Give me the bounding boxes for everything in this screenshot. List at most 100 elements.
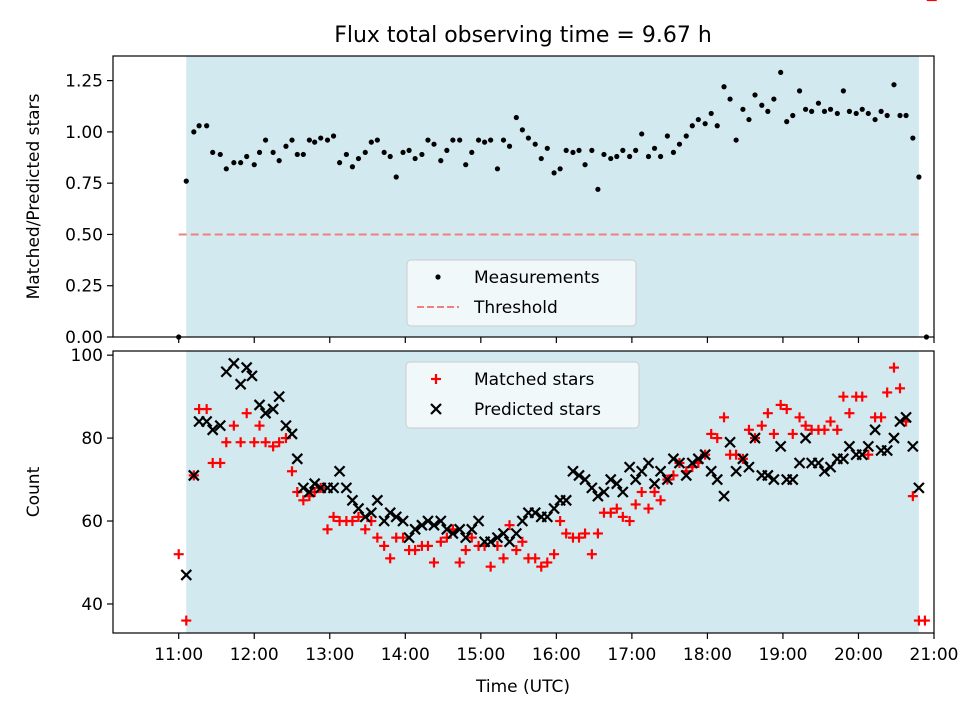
predicted-point <box>327 482 340 494</box>
predicted-point <box>774 440 787 453</box>
measurement-point <box>601 151 607 158</box>
matched-point <box>617 511 628 522</box>
predicted-point <box>346 494 359 507</box>
measurement-point <box>412 155 418 162</box>
measurement-point <box>834 110 840 117</box>
predicted-point <box>799 432 812 444</box>
x-tick-label: 21:00 <box>910 645 959 665</box>
measurement-point <box>595 186 601 192</box>
matched-point <box>454 557 465 568</box>
predicted-point <box>762 469 774 482</box>
measurement-point <box>689 123 695 129</box>
predicted-point <box>188 469 200 482</box>
measurement-point <box>419 151 425 158</box>
measurement-point <box>627 153 633 160</box>
matched-point <box>844 408 855 419</box>
measurement-point <box>589 147 595 153</box>
measurement-point <box>790 112 796 119</box>
measurement-point <box>318 135 324 141</box>
measurement-point <box>191 129 197 135</box>
predicted-point <box>435 515 447 527</box>
predicted-point <box>472 515 485 527</box>
y-tick-label: 80 <box>81 429 103 449</box>
matched-point <box>360 524 371 535</box>
measurement-point <box>312 139 318 145</box>
matched-point <box>268 441 279 452</box>
predicted-point <box>529 506 541 519</box>
measurement-point <box>283 143 289 149</box>
measurement-point <box>821 108 828 114</box>
measurement-point <box>500 137 507 143</box>
panel-count: 40 60 80 100 11:00 12:00 13:00 14:00 15:00 16:00… <box>24 0 959 697</box>
measurement-point <box>183 178 189 184</box>
matched-point <box>794 412 805 423</box>
measurement-point <box>450 137 456 143</box>
axes-frame-bottom <box>112 350 935 634</box>
predicted-point <box>291 453 304 465</box>
predicted-point <box>881 444 893 457</box>
predicted-point <box>253 399 266 411</box>
measurement-point <box>676 141 683 147</box>
x-tick-label: 11:00 <box>154 645 203 665</box>
matched-point <box>287 466 298 477</box>
matched-point <box>328 511 339 522</box>
matched-point <box>605 507 616 518</box>
matched-point <box>536 561 547 572</box>
matched-point <box>173 549 184 560</box>
y-tick-label: 40 <box>81 595 103 615</box>
predicted-point <box>907 440 919 453</box>
measurement-point <box>532 141 538 147</box>
predicted-point <box>680 469 693 482</box>
predicted-point <box>900 411 912 424</box>
predicted-point <box>371 494 384 507</box>
measurement-point <box>815 100 822 106</box>
y-tick-label: 60 <box>81 512 103 532</box>
measurement-point <box>645 153 652 160</box>
predicted-point <box>297 482 310 494</box>
matched-point <box>712 433 723 444</box>
measurement-point <box>639 131 645 137</box>
matched-point <box>260 437 271 448</box>
legend-matched-marker <box>431 374 441 384</box>
predicted-point <box>273 390 285 403</box>
predicted-point <box>642 457 655 469</box>
measurement-point <box>633 147 639 153</box>
predicted-point <box>686 457 699 469</box>
matched-point <box>410 545 421 556</box>
x-tick-label: 18:00 <box>683 645 732 665</box>
measurement-point <box>727 96 733 102</box>
measurement-point <box>488 137 494 143</box>
matched-point <box>485 561 496 572</box>
matched-point <box>819 424 830 435</box>
measurement-point <box>853 110 859 117</box>
measurement-point <box>576 147 582 153</box>
predicted-point <box>598 486 610 498</box>
predicted-point <box>604 473 617 486</box>
x-axis-label: Time (UTC) <box>475 677 570 697</box>
predicted-point <box>234 378 247 390</box>
measurement-point <box>903 112 909 119</box>
measurement-point <box>570 149 576 156</box>
predicted-point <box>692 453 705 465</box>
matched-point <box>800 420 811 431</box>
matched-point <box>630 499 641 510</box>
predicted-point <box>428 519 440 531</box>
matched-point <box>743 424 754 435</box>
matched-point <box>274 437 285 448</box>
predicted-point <box>560 494 572 507</box>
measurement-point <box>884 112 890 119</box>
matched-point <box>511 545 522 556</box>
matched-point <box>385 553 396 564</box>
y-tick-label: 0.75 <box>65 174 103 194</box>
matched-point <box>768 428 779 439</box>
measurement-point <box>544 145 550 151</box>
measurement-point <box>872 116 878 123</box>
predicted-point <box>894 415 906 428</box>
measurement-point <box>765 108 771 114</box>
predicted-point <box>586 482 598 494</box>
matched-point <box>228 420 239 431</box>
predicted-point <box>228 357 240 370</box>
matched-point <box>241 408 252 419</box>
measurement-point <box>196 123 202 129</box>
